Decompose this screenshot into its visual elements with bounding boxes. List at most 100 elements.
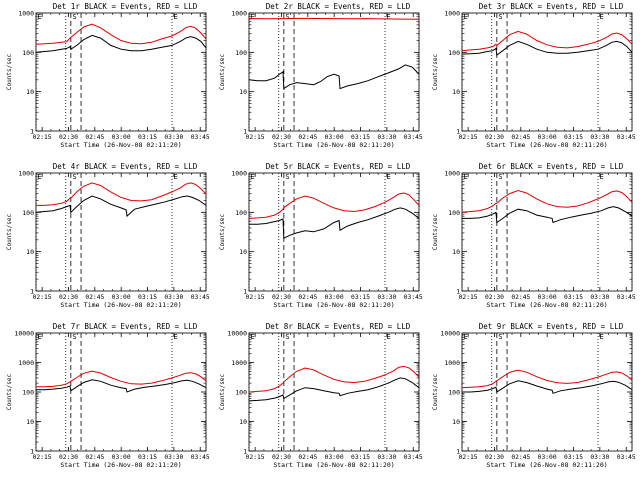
marker-label-s: S [72, 333, 76, 341]
x-tick-label: 02:45 [298, 134, 317, 141]
plot-frame [35, 332, 207, 452]
detector-panel-4: Det 4r BLACK = Events, RED = LLD 1 10 100 10… [0, 160, 213, 320]
x-tick-label: 02:45 [511, 294, 530, 301]
marker-label-e: E [174, 173, 178, 181]
marker-label-s: S [498, 333, 502, 341]
marker-label-e: E [387, 173, 391, 181]
x-tick-label: 03:15 [351, 294, 370, 301]
chart-svg: Det 5r BLACK = Events, RED = LLD 1 10 100 10… [219, 162, 423, 309]
plot-frame [248, 172, 420, 292]
chart-svg: Det 8r BLACK = Events, RED = LLD 1 10 100 10… [219, 322, 423, 469]
chart-svg: Det 2r BLACK = Events, RED = LLD 1 10 100 10… [219, 2, 423, 149]
x-axis-label: Start Time (26-Nov-08 02:11:20) [273, 461, 394, 469]
marker-label-e: E [600, 13, 604, 21]
detector-panel-5: Det 5r BLACK = Events, RED = LLD 1 10 100 10… [213, 160, 426, 320]
x-tick-label: 02:15 [246, 134, 265, 141]
x-tick-label: 02:45 [511, 454, 530, 461]
events-series-line [35, 34, 207, 53]
chart-title: Det 2r BLACK = Events, RED = LLD [266, 2, 411, 11]
plot-frame [461, 332, 633, 452]
y-tick-label: 100 [235, 49, 247, 57]
events-series-line [462, 206, 633, 224]
y-tick-label: 1 [456, 448, 460, 456]
lld-series-line [36, 370, 207, 388]
x-tick-label: 02:30 [485, 134, 504, 141]
y-tick-label: 1 [243, 288, 247, 296]
x-tick-label: 03:45 [617, 134, 636, 141]
x-axis-label: Start Time (26-Nov-08 02:11:20) [60, 461, 181, 469]
chart-title: Det 3r BLACK = Events, RED = LLD [479, 2, 624, 11]
chart-title: Det 5r BLACK = Events, RED = LLD [266, 162, 411, 171]
marker-label-e: E [38, 333, 42, 341]
y-tick-label: 10 [26, 88, 34, 96]
lld-series-line [461, 369, 633, 389]
x-axis-label: Start Time (26-Nov-08 02:11:20) [273, 301, 394, 309]
marker-label-e: E [251, 333, 255, 341]
y-tick-label: 1 [243, 128, 247, 136]
x-tick-label: 02:30 [272, 454, 291, 461]
marker-label-s: S [285, 13, 289, 21]
y-tick-label: 100 [235, 389, 247, 397]
events-series-line [249, 207, 420, 239]
x-tick-label: 02:30 [59, 454, 78, 461]
x-tick-label: 02:15 [459, 134, 478, 141]
x-tick-label: 03:45 [191, 134, 210, 141]
y-tick-label: 1 [243, 448, 247, 456]
events-series-line [462, 380, 633, 394]
events-series-line [35, 195, 207, 218]
y-tick-label: 1 [30, 448, 34, 456]
y-tick-label: 100 [22, 49, 34, 57]
y-tick-label: 1000 [231, 170, 247, 178]
chart-svg: Det 4r BLACK = Events, RED = LLD 1 10 100 10… [6, 162, 210, 309]
chart-title: Det 6r BLACK = Events, RED = LLD [479, 162, 624, 171]
y-tick-label: 100 [448, 49, 460, 57]
y-axis-label: Counts/sec [432, 54, 439, 91]
y-tick-label: 1000 [231, 359, 247, 367]
x-tick-label: 02:30 [59, 294, 78, 301]
detector-panel-8: Det 8r BLACK = Events, RED = LLD 1 10 100 10… [213, 320, 426, 480]
x-tick-label: 03:15 [564, 454, 583, 461]
x-tick-label: 02:45 [511, 134, 530, 141]
x-tick-label: 03:45 [404, 134, 423, 141]
y-tick-label: 100 [22, 209, 34, 217]
detector-panel-7: Det 7r BLACK = Events, RED = LLD 1 10 100 10… [0, 320, 213, 480]
chart-svg: Det 7r BLACK = Events, RED = LLD 1 10 100 10… [6, 322, 210, 469]
marker-label-e: E [387, 13, 391, 21]
x-tick-label: 03:30 [164, 454, 183, 461]
marker-label-s: S [498, 13, 502, 21]
y-tick-label: 10 [26, 248, 34, 256]
y-tick-label: 1 [456, 288, 460, 296]
x-tick-label: 02:15 [246, 454, 265, 461]
y-tick-label: 1000 [444, 170, 460, 178]
detector-panel-1: Det 1r BLACK = Events, RED = LLD 1 10 100 10… [0, 0, 213, 160]
y-tick-label: 100 [448, 209, 460, 217]
y-tick-label: 1 [456, 128, 460, 136]
marker-label-e: E [174, 333, 178, 341]
x-tick-label: 03:30 [164, 134, 183, 141]
detector-panel-2: Det 2r BLACK = Events, RED = LLD 1 10 100 10… [213, 0, 426, 160]
x-tick-label: 03:45 [404, 454, 423, 461]
y-axis-label: Counts/sec [432, 214, 439, 251]
x-axis-label: Start Time (26-Nov-08 02:11:20) [273, 141, 394, 149]
y-axis-label: Counts/sec [6, 54, 13, 91]
lld-series-line [248, 17, 420, 20]
detector-panel-6: Det 6r BLACK = Events, RED = LLD 1 10 100 10… [426, 160, 639, 320]
x-tick-label: 02:30 [59, 134, 78, 141]
marker-label-e: E [251, 173, 255, 181]
x-tick-label: 03:30 [164, 294, 183, 301]
x-tick-label: 02:30 [272, 294, 291, 301]
plot-frame [248, 332, 420, 452]
x-tick-label: 02:30 [272, 134, 291, 141]
marker-label-e: E [38, 13, 42, 21]
x-tick-label: 02:15 [33, 454, 52, 461]
x-tick-label: 03:00 [325, 134, 344, 141]
plot-frame [461, 172, 633, 292]
marker-label-e: E [464, 173, 468, 181]
x-tick-label: 03:00 [112, 294, 131, 301]
x-tick-label: 03:30 [377, 294, 396, 301]
y-tick-label: 1000 [18, 10, 34, 18]
marker-label-e: E [600, 333, 604, 341]
x-tick-label: 03:45 [191, 454, 210, 461]
x-tick-label: 03:00 [538, 134, 557, 141]
